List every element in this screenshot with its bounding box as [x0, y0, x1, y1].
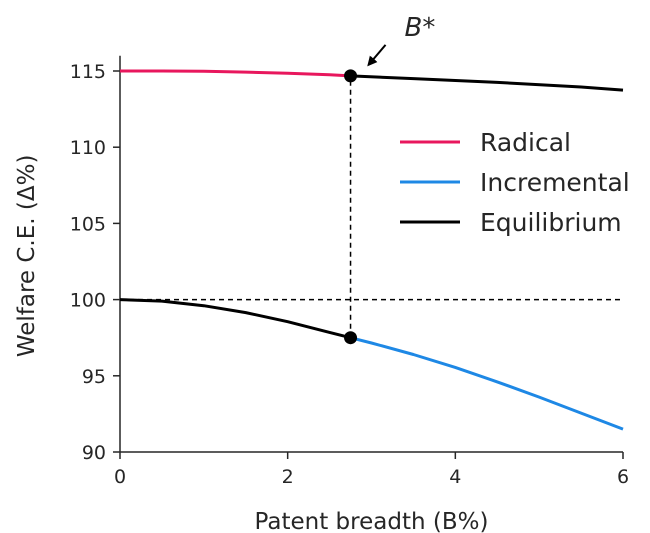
- axes: [119, 55, 623, 453]
- markers: [344, 69, 358, 345]
- annotations: B*: [367, 13, 436, 67]
- x-tick-label: 6: [617, 466, 629, 488]
- x-tick-label: 2: [282, 466, 294, 488]
- ticks: 0 2 4 6 90 95 100 105 110 115: [70, 61, 629, 488]
- radical-series-line: [120, 69, 351, 78]
- y-tick-label: 95: [82, 366, 106, 388]
- reference-lines: [120, 75, 623, 338]
- x-axis-title: Patent breadth (B%): [255, 509, 489, 533]
- legend-label-equilibrium: Equilibrium: [480, 208, 622, 237]
- y-axis-title: Welfare C.E. (Δ%): [14, 155, 40, 358]
- legend: Radical Incremental Equilibrium: [400, 128, 630, 237]
- series-lines: [119, 69, 624, 431]
- y-tick-label: 105: [70, 213, 106, 235]
- y-tick-label: 90: [82, 442, 106, 464]
- legend-label-radical: Radical: [480, 128, 571, 157]
- equilibrium-point-marker: [344, 69, 358, 83]
- equilibrium-series-line: [350, 74, 624, 92]
- x-tick-label: 4: [449, 466, 461, 488]
- annotation-arrow: [367, 44, 387, 67]
- y-tick-label: 110: [70, 137, 106, 159]
- legend-label-incremental: Incremental: [480, 168, 630, 197]
- y-tick-label: 100: [70, 290, 106, 312]
- x-tick-label: 0: [114, 466, 126, 488]
- equilibrium-series-line: [119, 298, 351, 340]
- y-tick-label: 115: [70, 61, 106, 83]
- annotation-label: B*: [405, 13, 436, 43]
- incremental-series-line: [350, 336, 624, 431]
- equilibrium-point-marker: [344, 331, 358, 345]
